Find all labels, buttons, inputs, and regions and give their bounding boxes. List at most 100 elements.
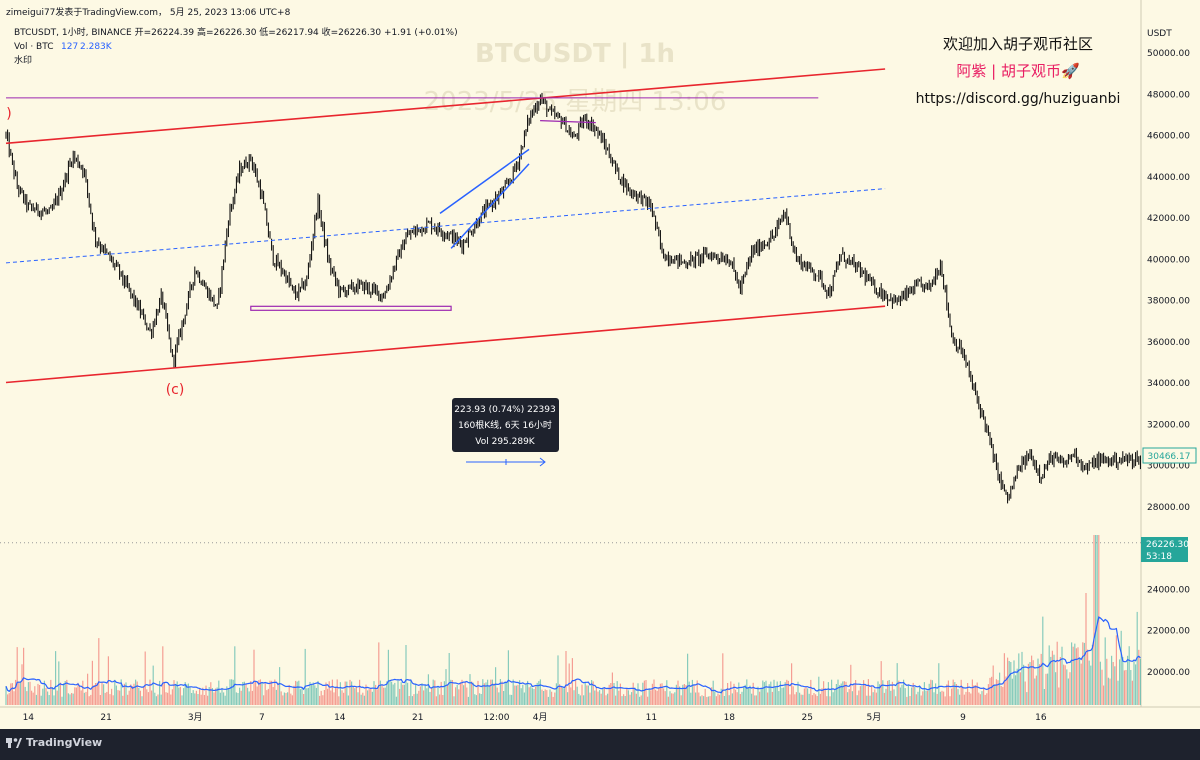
volume-bar [736,692,738,705]
volume-bar [475,695,477,705]
volume-bar [978,692,980,705]
volume-bar [771,691,773,705]
volume-bar [1037,658,1039,705]
volume-bar [1117,680,1119,705]
vol-legend-period: 127 [61,42,78,52]
volume-bar [528,687,530,705]
promo-text: 欢迎加入胡子观币社区 阿紫 | 胡子观币🚀 https://discord.gg… [916,35,1121,107]
chart-pane [0,0,1141,707]
volume-bar [613,683,615,705]
volume-bar [683,684,685,705]
volume-bar [315,687,317,705]
volume-bar [387,649,389,705]
volume-bar [693,685,695,705]
volume-bar [802,694,804,705]
volume-bar [189,687,191,705]
volume-bar [839,685,841,705]
volume-bar [1091,644,1093,705]
logo-dot [13,738,18,742]
volume-bar [423,690,425,705]
volume-bar [215,688,217,705]
volume-bar [637,683,639,705]
volume-bar [253,649,255,705]
volume-bar [639,696,641,705]
volume-bar [213,692,215,705]
volume-bar [544,689,546,705]
volume-bar [722,653,724,705]
volume-bar [875,692,877,705]
drawing-channel_mid [5,188,886,264]
drawing-wedge_upper [439,148,530,215]
volume-bar [250,681,252,705]
volume-bar [184,682,186,705]
volume-bar [696,680,698,705]
volume-bar [832,692,834,705]
volume-bar [619,683,621,705]
price-tick: 22000.00 [1147,627,1190,637]
volume-bar [149,679,151,705]
volume-bar [522,684,524,705]
volume-bar [1107,677,1109,705]
tradingview-brand[interactable]: TradingView [6,736,102,749]
volume-bar [807,688,809,705]
volume-bar [98,638,100,705]
volume-bar [898,680,900,705]
volume-bar [871,686,873,705]
volume-bar [162,646,164,705]
volume-bar [907,684,909,705]
volume-bar [519,680,521,705]
volume-bar [968,692,970,705]
volume-bar [1139,658,1141,705]
volume-bar [410,679,412,705]
vol-legend-value: 2.283K [80,42,113,52]
volume-bar [984,694,986,705]
volume-bar [72,693,74,705]
volume-bar [616,681,618,705]
volume-bar [1007,657,1009,705]
volume-bar [703,696,705,705]
volume-bar [51,687,53,705]
volume-bar [1021,651,1023,705]
volume-bar [138,688,140,705]
volume-bar [74,687,76,705]
volume-bar [755,695,757,705]
volume-bar [621,696,623,705]
volume-bar [675,684,677,705]
volume-bar [248,691,250,705]
volume-bar [594,690,596,705]
volume-bar [776,681,778,705]
volume-bar [63,683,65,705]
volume-bar [930,679,932,705]
volume-bar [26,691,28,705]
volume-bar [163,681,165,705]
volume-bar [397,680,399,705]
volume-bar [943,691,945,705]
volume-bar [674,692,676,705]
volume-bar [794,694,796,705]
volume-bar [1088,660,1090,705]
volume-bar [560,686,562,705]
volume-bar [917,691,919,705]
volume-bar [1018,653,1020,705]
promo-line-1: 欢迎加入胡子观币社区 [943,35,1093,53]
volume-bar [205,685,207,705]
time-tick: 16 [1035,713,1047,723]
drawing-channel_lower [5,305,886,384]
volume-bar [845,681,847,705]
time-axis-pane [0,707,1200,729]
volume-bar [1130,670,1132,705]
price-tick: 44000.00 [1147,173,1190,183]
volume-bar [402,684,404,705]
volume-bar [355,686,357,705]
volume-bar [264,683,266,705]
volume-bar [527,680,529,705]
volume-bar [391,681,393,705]
volume-bar [751,693,753,705]
volume-bar [1005,676,1007,705]
volume-bar [219,692,221,705]
candles-layer [5,92,1141,504]
volume-bar [615,695,617,705]
volume-bar [461,679,463,705]
volume-bar [575,679,577,705]
volume-bar [133,683,135,705]
